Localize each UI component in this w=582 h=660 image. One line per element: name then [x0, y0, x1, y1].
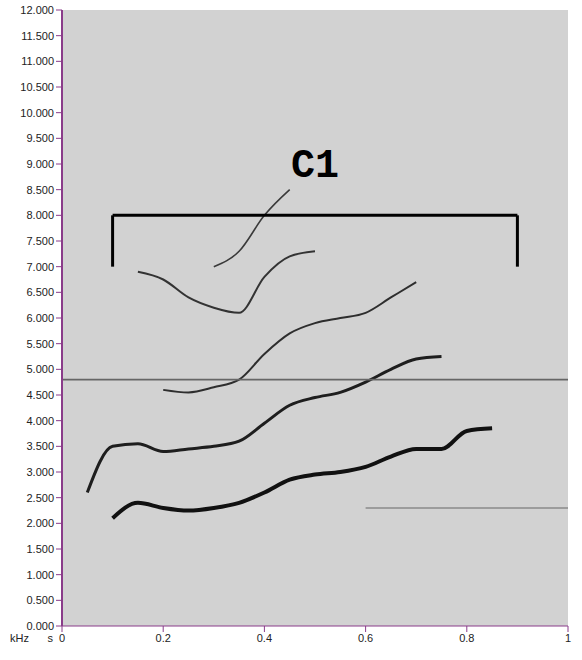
svg-text:0.4: 0.4 [257, 632, 272, 644]
svg-text:1.000: 1.000 [26, 569, 54, 581]
svg-text:0.000: 0.000 [26, 620, 54, 632]
svg-text:0.500: 0.500 [26, 594, 54, 606]
svg-text:3.000: 3.000 [26, 466, 54, 478]
svg-text:s: s [48, 632, 54, 644]
svg-text:11.500: 11.500 [21, 30, 54, 42]
svg-text:12.000: 12.000 [20, 4, 54, 16]
svg-text:4.000: 4.000 [26, 415, 54, 427]
svg-text:5.500: 5.500 [26, 338, 54, 350]
svg-text:10.500: 10.500 [20, 81, 54, 93]
svg-text:5.000: 5.000 [26, 363, 54, 375]
svg-text:1.500: 1.500 [26, 543, 54, 555]
svg-text:C1: C1 [291, 144, 339, 189]
svg-text:9.500: 9.500 [26, 132, 54, 144]
svg-text:3.500: 3.500 [26, 440, 54, 452]
svg-text:0.2: 0.2 [156, 632, 171, 644]
svg-text:7.500: 7.500 [26, 235, 54, 247]
svg-text:11.000: 11.000 [21, 55, 54, 67]
svg-text:8.500: 8.500 [26, 184, 54, 196]
svg-text:6.000: 6.000 [26, 312, 54, 324]
svg-text:9.000: 9.000 [26, 158, 54, 170]
svg-text:6.500: 6.500 [26, 286, 54, 298]
svg-text:7.000: 7.000 [26, 261, 54, 273]
svg-text:0.6: 0.6 [358, 632, 373, 644]
svg-text:0.8: 0.8 [459, 632, 474, 644]
svg-text:1: 1 [565, 632, 571, 644]
svg-text:8.000: 8.000 [26, 209, 54, 221]
svg-text:2.000: 2.000 [26, 517, 54, 529]
svg-text:4.500: 4.500 [26, 389, 54, 401]
svg-text:10.000: 10.000 [20, 107, 54, 119]
svg-text:kHz: kHz [10, 632, 29, 644]
svg-text:2.500: 2.500 [26, 492, 54, 504]
svg-text:0: 0 [59, 632, 65, 644]
